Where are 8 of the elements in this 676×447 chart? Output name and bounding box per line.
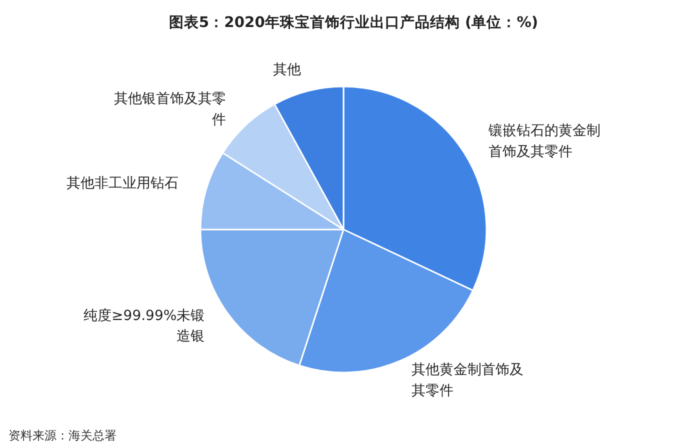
chart-title: 图表5：2020年珠宝首饰行业出口产品结构 (单位：%) — [168, 13, 538, 31]
slice-label: 镶嵌钻石的黄金制首饰及其零件 — [487, 122, 600, 160]
slice-label: 其他非工业用钻石 — [66, 176, 179, 192]
slice-label: 其他银首饰及其零件 — [114, 91, 226, 128]
slice-label: 纯度≥99.99%未锻造银 — [84, 308, 205, 345]
slice-label: 其他黄金制首饰及其零件 — [412, 362, 524, 399]
slice-label: 其他 — [272, 62, 301, 78]
text: 资料来源：海关总署 — [8, 428, 116, 442]
